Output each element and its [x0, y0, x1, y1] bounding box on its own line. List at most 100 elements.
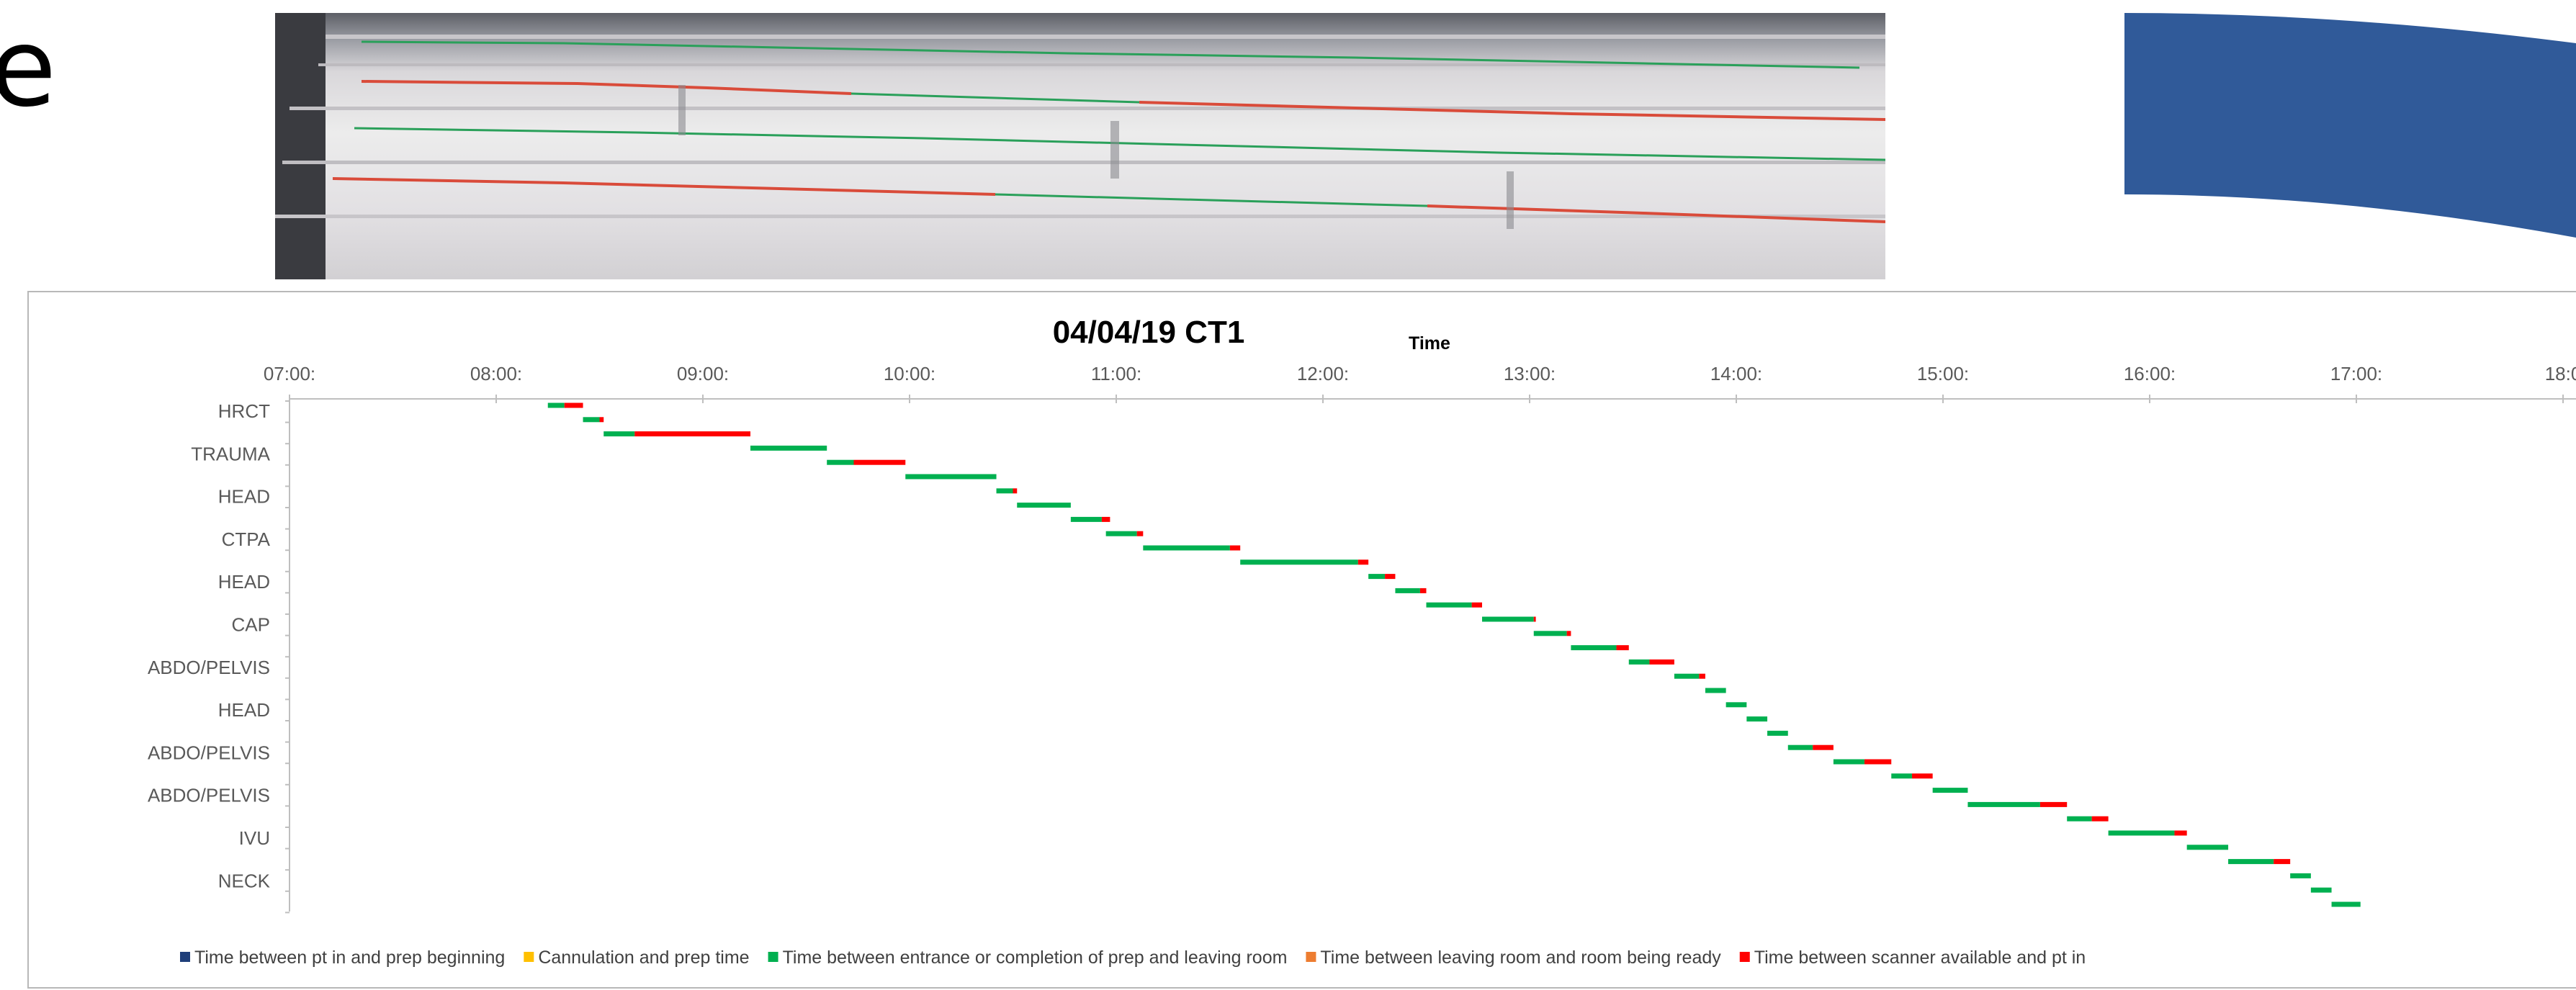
legend-swatch [524, 952, 534, 962]
x-tick-label: 15:00: [1917, 363, 1969, 384]
gantt-segment-green [827, 459, 854, 465]
gantt-segment-red [1566, 631, 1571, 636]
gantt-segment-red [1911, 773, 1933, 779]
gantt-chart: 04/04/19 CT1 Time 07:00: 08:00: 09:00: 10:0… [148, 315, 2576, 968]
gantt-segment-green [583, 417, 600, 423]
gantt-segment-green [1368, 574, 1386, 580]
gantt-segment-red [1229, 545, 1241, 551]
gantt-segment-green [2310, 887, 2332, 893]
x-tick-label: 10:00: [884, 363, 935, 384]
gantt-segment-green [1787, 744, 1813, 750]
category-label: ABDO/PELVIS [148, 657, 270, 678]
gantt-segment-green [1105, 531, 1137, 536]
legend-label: Time between pt in and prep beginning [194, 948, 505, 968]
category-label: HEAD [218, 571, 270, 593]
category-label: HEAD [218, 486, 270, 508]
chart-bars [547, 402, 2361, 907]
category-label: NECK [218, 870, 271, 891]
gantt-segment-green [1891, 773, 1912, 779]
gantt-segment-red [2091, 816, 2109, 822]
x-tick-label: 08:00: [470, 363, 522, 384]
category-label: CAP [232, 614, 270, 636]
legend-swatch [1306, 952, 1316, 962]
category-label: ABDO/PELVIS [148, 785, 270, 806]
paper-chart-photo [275, 13, 1885, 279]
gantt-segment-green [1628, 659, 1650, 665]
gantt-segment-red [2274, 859, 2291, 865]
gantt-segment-green [2331, 901, 2361, 907]
x-tick-label: 17:00: [2330, 363, 2382, 384]
category-label: TRAUMA [191, 443, 270, 464]
slide-title-fragment: e [0, 6, 57, 131]
chart-legend: Time between pt in and prep beginning Can… [180, 948, 2086, 968]
x-tick-label: 14:00: [1710, 363, 1762, 384]
gantt-segment-green [1833, 759, 1864, 765]
gantt-segment-green [1725, 702, 1747, 708]
gantt-segment-green [996, 488, 1013, 494]
legend-label: Time between entrance or completion of p… [783, 948, 1288, 968]
gantt-segment-red [564, 402, 583, 408]
x-tick-label: 16:00: [2124, 363, 2176, 384]
x-tick-label: 07:00: [264, 363, 315, 384]
gantt-segment-red [1813, 744, 1834, 750]
gantt-segment-red [2174, 830, 2187, 836]
gantt-segment-green [1240, 559, 1358, 565]
x-tick-label: 12:00: [1297, 363, 1349, 384]
x-axis-label: Time [1409, 333, 1450, 354]
gantt-segment-red [1699, 673, 1705, 679]
gantt-segment-red [1101, 516, 1110, 522]
x-tick-label: 13:00: [1504, 363, 1556, 384]
legend-swatch [1739, 952, 1750, 962]
category-label: HEAD [218, 699, 270, 721]
legend-swatch [768, 952, 778, 962]
gantt-segment-green [1571, 645, 1617, 651]
gantt-segment-green [1395, 588, 1420, 593]
category-label: CTPA [222, 528, 271, 550]
legend-swatch [180, 952, 190, 962]
gantt-segment-red [1616, 645, 1629, 651]
gantt-segment-green [1746, 716, 1768, 722]
x-tick-label: 09:00: [677, 363, 729, 384]
gantt-segment-green [2290, 873, 2311, 878]
gantt-segment-red [1649, 659, 1674, 665]
chart-axes: 07:00: 08:00: 09:00: 10:00: 11:00: 12:00: 13:0… [148, 363, 2576, 914]
gantt-segment-green [1674, 673, 1700, 679]
gantt-segment-green [547, 402, 565, 408]
gantt-segment-green [1767, 730, 1788, 736]
paper-chart-photo-drawing [275, 13, 1885, 279]
legend-label: Time between leaving room and room being… [1320, 948, 1721, 968]
x-tick-label: 11:00: [1091, 363, 1141, 384]
gantt-segment-red [1471, 602, 1482, 608]
gantt-segment-green [2108, 830, 2175, 836]
gantt-segment-green [1143, 545, 1230, 551]
legend-label: Cannulation and prep time [538, 948, 749, 968]
gantt-segment-green [1070, 516, 1102, 522]
gantt-segment-green [1705, 688, 1726, 693]
gantt-segment-green [1932, 788, 1968, 793]
x-tick-label: 18:0 [2545, 363, 2576, 384]
gantt-segment-red [634, 431, 751, 437]
gantt-segment-green [603, 431, 635, 437]
gantt-segment-green [750, 445, 827, 451]
gantt-segment-red [2039, 801, 2068, 807]
gantt-segment-red [1533, 616, 1536, 622]
gantt-segment-red [1864, 759, 1892, 765]
gantt-segment-red [1419, 588, 1427, 593]
legend-label: Time between scanner available and pt in [1754, 948, 2086, 968]
top-curved-arrow [2124, 13, 2576, 238]
gantt-segment-green [1481, 616, 1534, 622]
gantt-segment-red [1013, 488, 1018, 494]
gantt-segment-green [2067, 816, 2092, 822]
gantt-segment-green [1967, 801, 2040, 807]
gantt-segment-red [853, 459, 906, 465]
gantt-chart-panel: 04/04/19 CT1 Time 07:00: 08:00: 09:00: 10:0… [27, 291, 2576, 989]
gantt-segment-green [1017, 503, 1071, 508]
gantt-segment-red [599, 417, 604, 423]
gantt-segment-green [905, 474, 997, 480]
gantt-segment-red [1136, 531, 1144, 536]
gantt-segment-green [1426, 602, 1472, 608]
category-label: IVU [239, 827, 270, 849]
category-label: ABDO/PELVIS [148, 742, 270, 763]
chart-title: 04/04/19 CT1 [1053, 315, 1245, 350]
category-label: HRCT [218, 400, 270, 422]
